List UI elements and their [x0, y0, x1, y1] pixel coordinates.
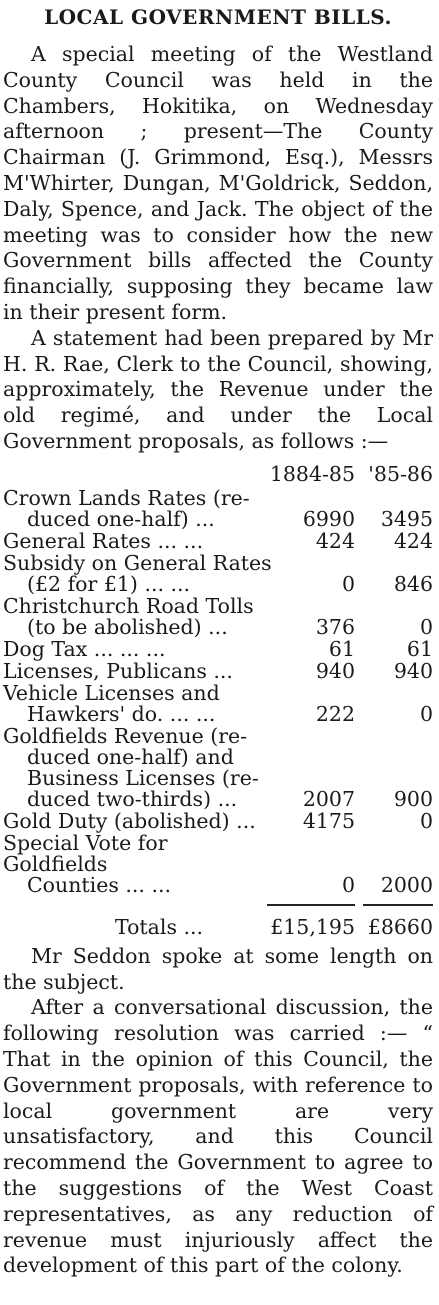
table-row: Christchurch Road Tolls (to be abolished)… — [3, 593, 433, 639]
totals-row: Totals ... £15,195 £8660 — [3, 914, 433, 940]
table-row: General Rates ... ... 424 424 — [3, 528, 433, 553]
row-label: Christchurch Road Tolls — [3, 593, 254, 618]
value-85-86: 0 — [419, 808, 433, 833]
value-85-86: 940 — [393, 658, 433, 683]
row-label-cont: duced two-thirds) ... — [27, 786, 238, 811]
paragraph-seddon: Mr Seddon spoke at some length on the su… — [3, 943, 433, 994]
row-label-cont: Counties ... ... — [27, 872, 172, 897]
row-label: Goldfields Revenue (re- — [3, 723, 248, 748]
row-label: Gold Duty (abolished) ... — [3, 808, 256, 833]
value-85-86: 2000 — [380, 872, 433, 897]
row-label-cont: Hawkers' do. ... ... — [27, 701, 216, 726]
table-row: Crown Lands Rates (re-duced one-half) ..… — [3, 485, 433, 531]
paragraph-meeting: A special meeting of the Westland County… — [3, 42, 433, 324]
value-1884-85: 376 — [315, 614, 355, 639]
value-85-86: 846 — [393, 571, 433, 596]
total-1884-85: £15,195 — [270, 914, 355, 939]
row-label: Dog Tax ... ... ... — [3, 636, 166, 661]
column-header-1884-85: 1884-85 — [269, 461, 355, 486]
value-1884-85: 2007 — [302, 786, 355, 811]
table-row: Vehicle Licenses and Hawkers' do. ... ...… — [3, 680, 433, 726]
row-label-cont: duced one-half) ... — [27, 506, 215, 531]
revenue-table: Crown Lands Rates (re-duced one-half) ..… — [3, 485, 433, 897]
value-1884-85: 222 — [315, 701, 355, 726]
value-1884-85: 4175 — [302, 808, 355, 833]
value-85-86: 0 — [419, 614, 433, 639]
row-label-cont: (to be abolished) ... — [27, 614, 228, 639]
rule-1884-85 — [267, 903, 355, 914]
value-85-86: 424 — [393, 528, 433, 553]
value-1884-85: 0 — [341, 872, 355, 897]
rule-85-86 — [363, 903, 433, 914]
table-row: Subsidy on General Rates (£2 for £1) ... … — [3, 550, 433, 596]
row-label: Crown Lands Rates (re- — [3, 485, 250, 510]
table-row: Dog Tax ... ... ... 61 61 — [3, 636, 433, 661]
table-row: Special Vote for Goldfields Counties ... … — [3, 830, 433, 897]
row-label: Special Vote for Goldfields — [3, 830, 168, 876]
row-label: General Rates ... ... — [3, 528, 204, 553]
value-85-86: 3495 — [380, 506, 433, 531]
value-85-86: 0 — [419, 701, 433, 726]
value-1884-85: 424 — [315, 528, 355, 553]
totals-rule — [3, 903, 433, 914]
paragraph-statement: A statement had been prepared by Mr H. R… — [3, 325, 433, 453]
total-85-86: £8660 — [367, 914, 433, 939]
table-row: Goldfields Revenue (re-duced one-half) a… — [3, 723, 433, 811]
table-row: Gold Duty (abolished) ... 4175 0 — [3, 808, 433, 833]
value-1884-85: 940 — [315, 658, 355, 683]
paragraph-resolution: After a conversational discussion, the f… — [3, 995, 433, 1278]
value-1884-85: 61 — [328, 636, 355, 661]
row-label: Vehicle Licenses and — [3, 680, 220, 705]
value-85-86: 61 — [406, 636, 433, 661]
value-1884-85: 0 — [341, 571, 355, 596]
table-row: Licenses, Publicans ... 940 940 — [3, 658, 433, 683]
row-label-cont: duced one-half) and — [27, 744, 234, 769]
value-85-86: 900 — [393, 786, 433, 811]
totals-label: Totals ... — [115, 914, 204, 939]
row-label-cont: Business Licenses (re- — [27, 765, 259, 790]
row-label-cont: (£2 for £1) ... ... — [27, 571, 191, 596]
column-header-85-86: '85-86 — [368, 461, 433, 486]
row-label: Licenses, Publicans ... — [3, 658, 233, 683]
table-header: 1884-85 '85-86 — [3, 461, 433, 487]
value-1884-85: 6990 — [302, 506, 355, 531]
row-label: Subsidy on General Rates — [3, 550, 272, 575]
headline: LOCAL GOVERNMENT BILLS. — [44, 5, 392, 29]
